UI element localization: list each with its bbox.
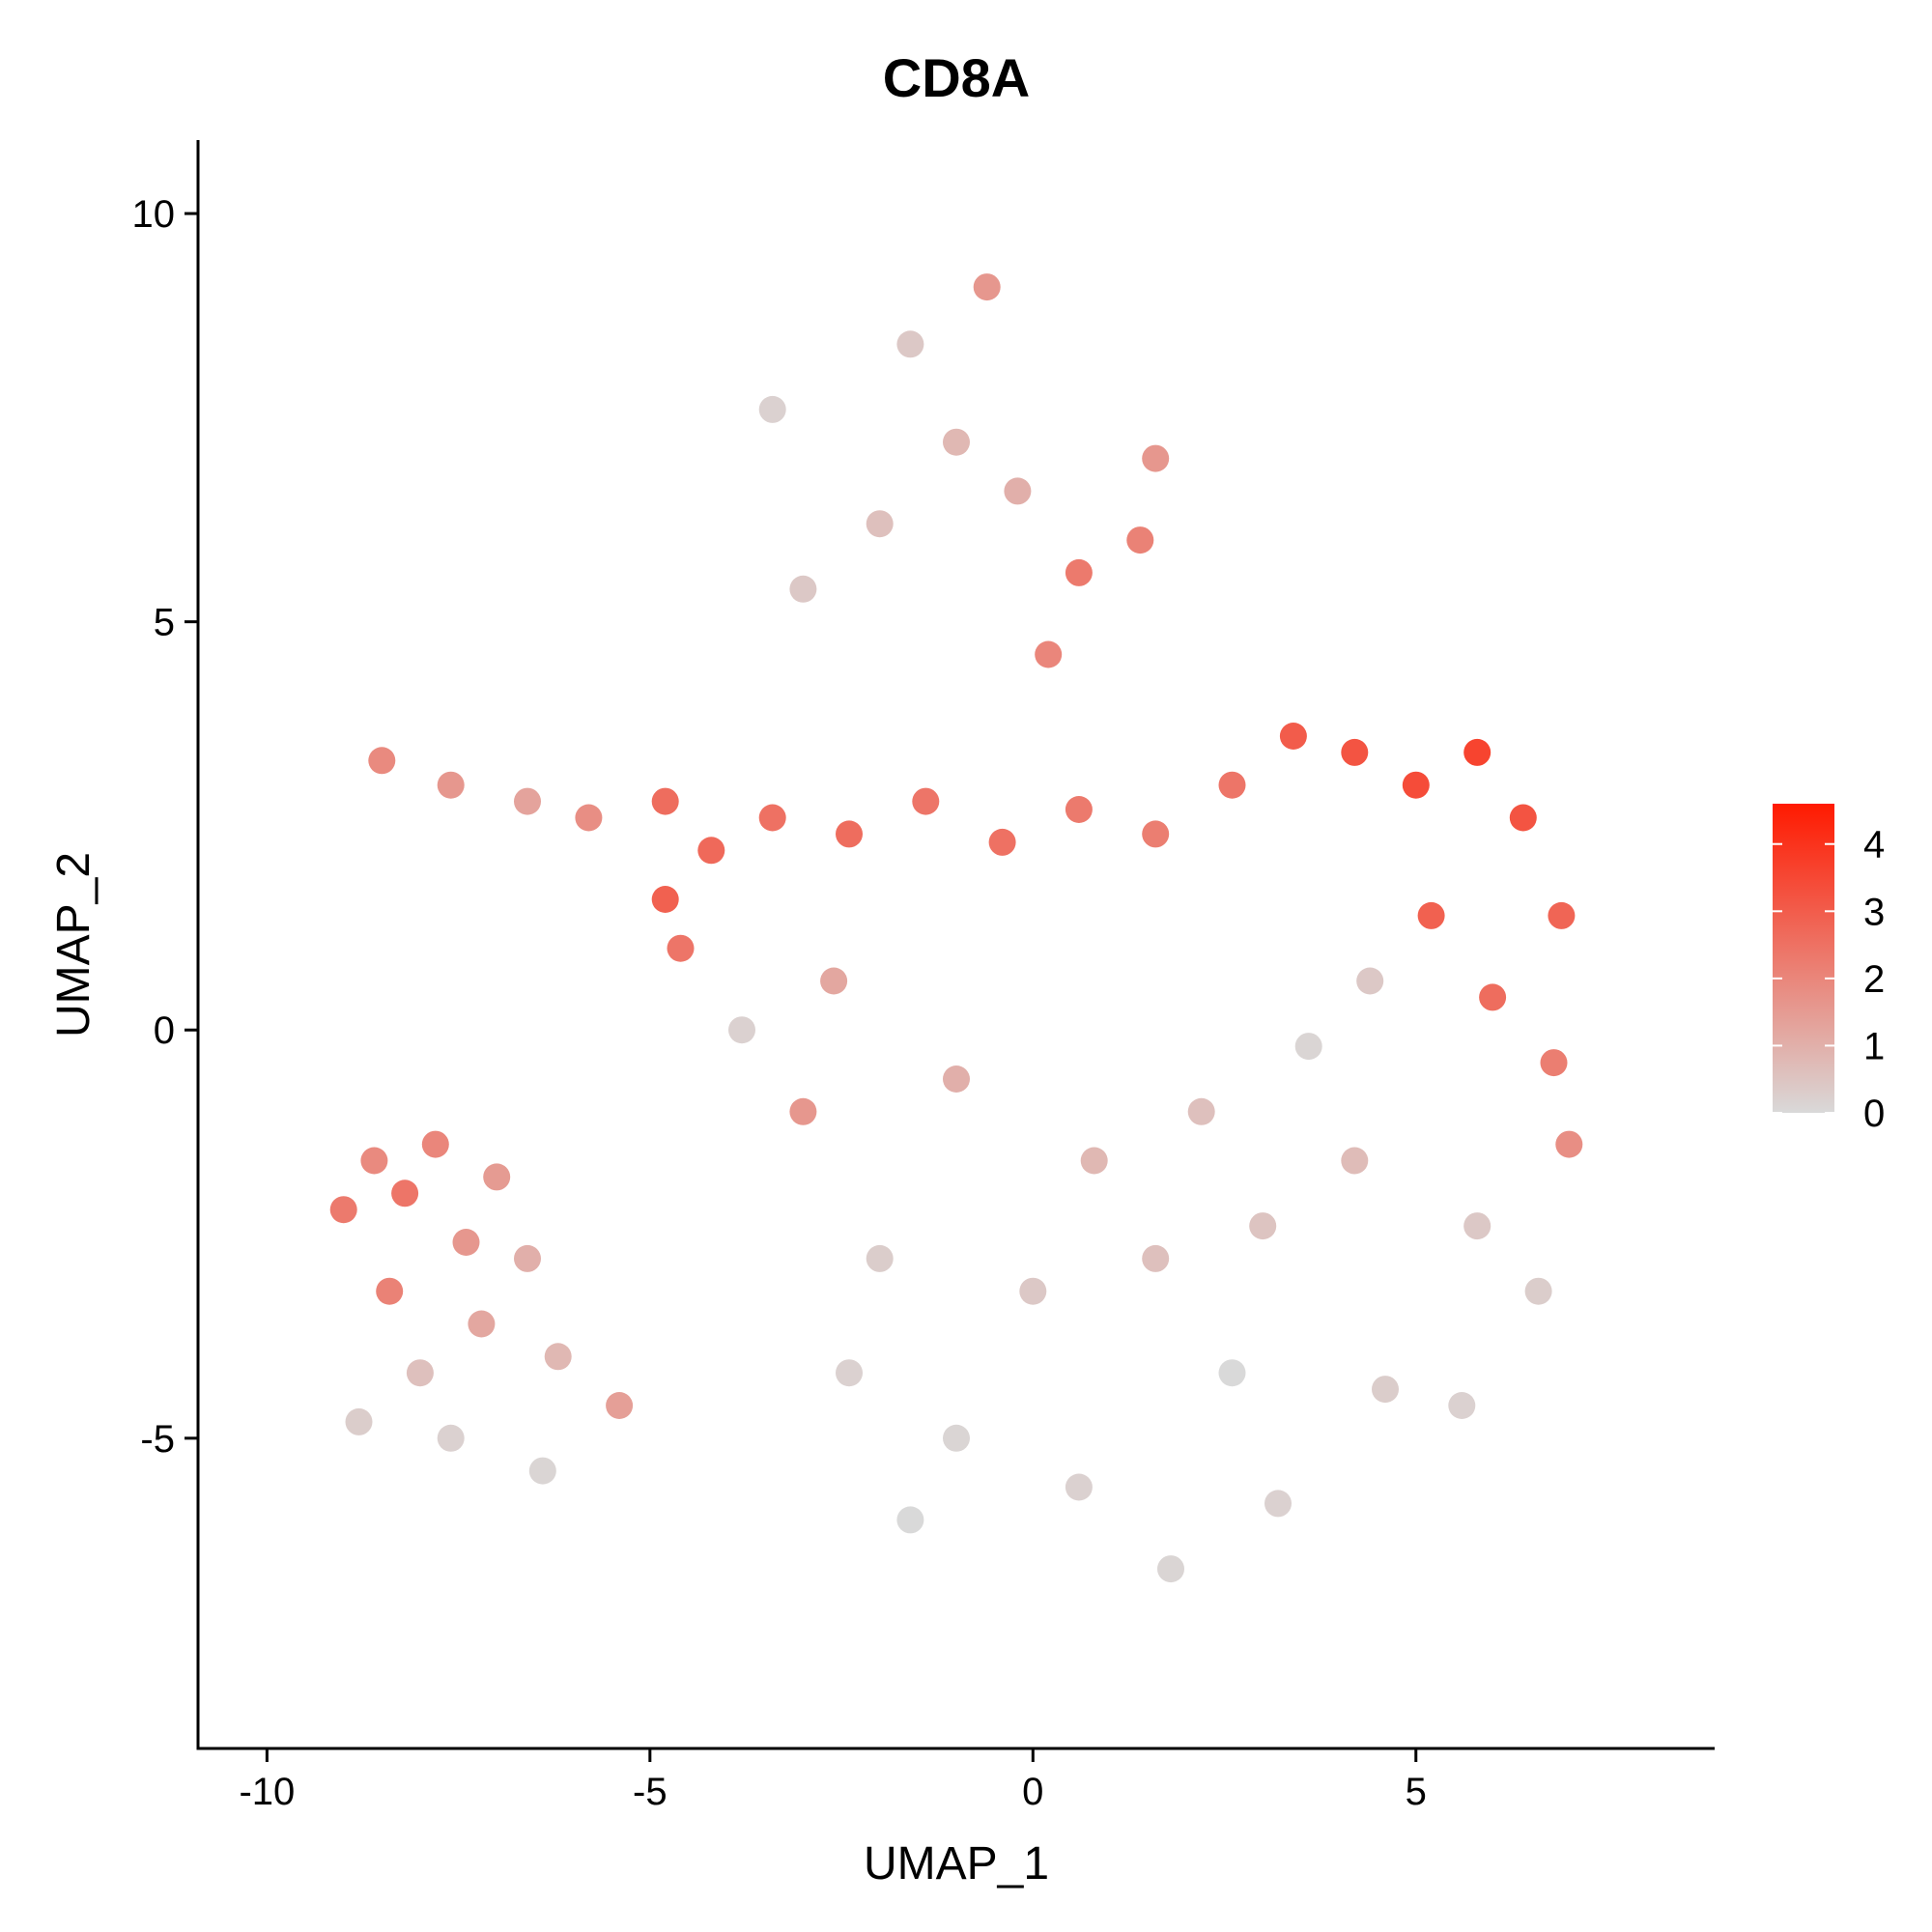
data-point	[988, 828, 1016, 856]
y-axis-label: UMAP_2	[48, 852, 99, 1037]
data-point	[1341, 738, 1369, 766]
data-point	[651, 886, 679, 913]
x-axis-ticks: -10 -5 0 5	[239, 1748, 1427, 1813]
data-point	[758, 395, 786, 423]
data-point	[1264, 1490, 1292, 1518]
data-point	[1279, 723, 1307, 750]
color-legend: 0 1 2 3 4	[1773, 804, 1885, 1135]
y-tick-label: 0	[154, 1009, 175, 1052]
data-point	[1157, 1555, 1184, 1583]
data-point	[368, 747, 396, 775]
y-axis-ticks: -5 0 5 10	[132, 193, 198, 1461]
x-axis-label: UMAP_1	[864, 1838, 1049, 1889]
data-point	[651, 787, 679, 815]
data-point	[391, 1179, 419, 1208]
data-point	[1463, 1212, 1492, 1240]
data-point	[896, 330, 924, 358]
data-point	[406, 1359, 434, 1387]
data-point	[836, 820, 863, 848]
data-point	[896, 1506, 924, 1534]
data-point	[697, 837, 725, 865]
legend-tick-label: 1	[1863, 1025, 1885, 1067]
data-point	[1341, 1147, 1369, 1175]
data-point	[866, 1244, 894, 1272]
data-point	[606, 1392, 634, 1419]
legend-tick-label: 0	[1863, 1093, 1885, 1135]
legend-tick-label: 3	[1863, 891, 1885, 933]
data-point	[1065, 1473, 1093, 1501]
data-point	[1417, 901, 1445, 929]
data-point	[483, 1163, 511, 1191]
data-point	[1479, 983, 1507, 1011]
data-point	[667, 934, 695, 962]
data-point	[329, 1196, 357, 1224]
data-point	[789, 575, 817, 603]
data-point	[1019, 1277, 1047, 1305]
points-layer	[329, 273, 1583, 1583]
data-point	[1126, 526, 1154, 554]
data-point	[528, 1457, 556, 1485]
data-point	[376, 1277, 404, 1305]
data-point	[1142, 444, 1170, 472]
x-tick-label: -10	[239, 1771, 295, 1813]
data-point	[758, 804, 786, 832]
data-point	[360, 1147, 388, 1175]
data-point	[912, 787, 940, 815]
data-point	[836, 1359, 863, 1387]
data-point	[1004, 477, 1032, 505]
data-point	[1356, 967, 1384, 995]
data-point	[452, 1229, 480, 1256]
legend-tick-label: 4	[1863, 824, 1885, 867]
y-tick-label: -5	[140, 1418, 175, 1461]
x-tick-label: -5	[633, 1771, 668, 1813]
data-point	[437, 771, 465, 799]
data-point	[421, 1130, 449, 1158]
data-point	[973, 273, 1001, 301]
data-point	[514, 787, 541, 815]
data-point	[1080, 1147, 1108, 1175]
data-point	[943, 428, 970, 456]
data-point	[1187, 1097, 1215, 1125]
data-point	[468, 1310, 496, 1338]
data-point	[544, 1343, 572, 1371]
x-tick-label: 5	[1406, 1771, 1427, 1813]
data-point	[1294, 1033, 1322, 1061]
legend-tick-label: 2	[1863, 958, 1885, 1001]
data-point	[1448, 1392, 1476, 1419]
data-point	[789, 1097, 817, 1125]
data-point	[437, 1424, 465, 1452]
chart-title: CD8A	[883, 47, 1030, 108]
color-legend-ticks: 0 1 2 3 4	[1773, 824, 1885, 1135]
data-point	[1402, 771, 1430, 799]
color-legend-bar	[1773, 804, 1834, 1113]
data-point	[1540, 1049, 1568, 1077]
data-point	[1372, 1376, 1399, 1404]
data-point	[345, 1407, 373, 1435]
data-point	[1065, 796, 1093, 823]
data-point	[1142, 1244, 1170, 1272]
data-point	[575, 804, 603, 832]
data-point	[1035, 640, 1063, 668]
y-tick-label: 5	[154, 602, 175, 644]
data-point	[1065, 558, 1093, 586]
data-point	[1218, 1359, 1246, 1387]
data-point	[1249, 1212, 1277, 1240]
data-point	[943, 1065, 970, 1093]
data-point	[1218, 771, 1246, 799]
data-point	[1509, 804, 1537, 832]
data-point	[1142, 820, 1170, 848]
data-point	[866, 510, 894, 538]
data-point	[1524, 1277, 1552, 1305]
y-tick-label: 10	[132, 193, 176, 236]
data-point	[1548, 901, 1576, 929]
data-point	[820, 967, 848, 995]
x-tick-label: 0	[1022, 1771, 1043, 1813]
data-point	[943, 1424, 970, 1452]
data-point	[728, 1016, 755, 1044]
data-point	[1463, 738, 1492, 766]
data-point	[1555, 1130, 1583, 1158]
data-point	[514, 1244, 541, 1272]
